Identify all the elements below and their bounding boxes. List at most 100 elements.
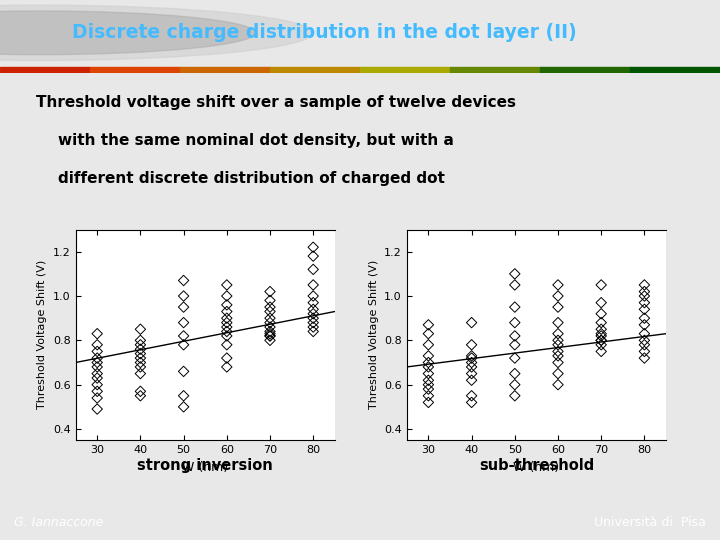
Point xyxy=(595,281,607,289)
Point xyxy=(264,303,276,312)
Text: Threshold voltage shift over a sample of twelve devices: Threshold voltage shift over a sample of… xyxy=(36,95,516,110)
Point xyxy=(307,314,319,322)
Point xyxy=(135,340,146,349)
Point xyxy=(178,392,189,400)
Point xyxy=(264,314,276,322)
Point xyxy=(639,336,650,345)
Bar xyxy=(270,67,360,73)
Circle shape xyxy=(0,5,313,60)
Bar xyxy=(540,67,630,73)
Point xyxy=(221,292,233,300)
Point xyxy=(639,340,650,349)
Point xyxy=(221,327,233,336)
Point xyxy=(509,354,521,362)
Point xyxy=(135,363,146,372)
Point xyxy=(466,340,477,349)
Point xyxy=(178,340,189,349)
Text: Università di  Pisa: Università di Pisa xyxy=(594,516,706,529)
Point xyxy=(423,380,434,389)
Point xyxy=(639,347,650,356)
Point xyxy=(264,287,276,296)
Point xyxy=(466,352,477,360)
Point xyxy=(221,314,233,322)
Point xyxy=(595,325,607,334)
Point xyxy=(595,332,607,340)
Point xyxy=(135,387,146,396)
Point xyxy=(423,385,434,394)
Point xyxy=(264,318,276,327)
Point xyxy=(595,318,607,327)
Point xyxy=(466,318,477,327)
Point xyxy=(221,323,233,332)
Point xyxy=(639,329,650,338)
Point xyxy=(264,336,276,345)
Point xyxy=(307,323,319,332)
Point xyxy=(639,287,650,296)
Point xyxy=(221,363,233,372)
Point xyxy=(509,303,521,312)
Bar xyxy=(180,67,270,73)
Point xyxy=(423,363,434,372)
Point xyxy=(423,376,434,384)
Point xyxy=(307,305,319,314)
Point xyxy=(509,332,521,340)
Point xyxy=(221,318,233,327)
Point xyxy=(509,340,521,349)
Point xyxy=(307,292,319,300)
Text: G. Iannaccone: G. Iannaccone xyxy=(14,516,104,529)
Point xyxy=(552,369,564,378)
Point xyxy=(466,363,477,372)
Point xyxy=(178,303,189,312)
Point xyxy=(639,314,650,322)
Point xyxy=(595,347,607,356)
Point xyxy=(91,369,103,378)
Point xyxy=(178,292,189,300)
Point xyxy=(221,307,233,316)
Y-axis label: Threshold Voltage Shift (V): Threshold Voltage Shift (V) xyxy=(369,260,379,409)
Point xyxy=(552,380,564,389)
Point xyxy=(509,318,521,327)
Point xyxy=(552,352,564,360)
Point xyxy=(552,340,564,349)
Bar xyxy=(360,67,450,73)
Point xyxy=(423,321,434,329)
Point xyxy=(423,358,434,367)
Point xyxy=(552,358,564,367)
Point xyxy=(221,281,233,289)
Point xyxy=(552,303,564,312)
Point xyxy=(221,340,233,349)
Point xyxy=(135,349,146,358)
Point xyxy=(135,358,146,367)
Point xyxy=(466,392,477,400)
Point xyxy=(91,358,103,367)
Point xyxy=(595,340,607,349)
Point xyxy=(264,323,276,332)
Point xyxy=(509,392,521,400)
Point xyxy=(639,298,650,307)
Point xyxy=(307,281,319,289)
Text: different discrete distribution of charged dot: different discrete distribution of charg… xyxy=(58,171,444,186)
Point xyxy=(307,265,319,274)
Point xyxy=(91,394,103,402)
Point xyxy=(466,369,477,378)
Point xyxy=(509,269,521,278)
Point xyxy=(307,298,319,307)
Point xyxy=(91,387,103,396)
Point xyxy=(639,292,650,300)
Point xyxy=(178,402,189,411)
Point xyxy=(423,369,434,378)
Point xyxy=(509,380,521,389)
Point xyxy=(552,329,564,338)
Point xyxy=(639,321,650,329)
Text: Discrete charge distribution in the dot layer (II): Discrete charge distribution in the dot … xyxy=(72,23,577,42)
Point xyxy=(466,358,477,367)
Point xyxy=(595,298,607,307)
Point xyxy=(221,332,233,340)
Point xyxy=(423,392,434,400)
Point xyxy=(595,336,607,345)
Point xyxy=(135,336,146,345)
Point xyxy=(307,318,319,327)
Point xyxy=(135,325,146,334)
Point xyxy=(264,332,276,340)
Point xyxy=(552,281,564,289)
